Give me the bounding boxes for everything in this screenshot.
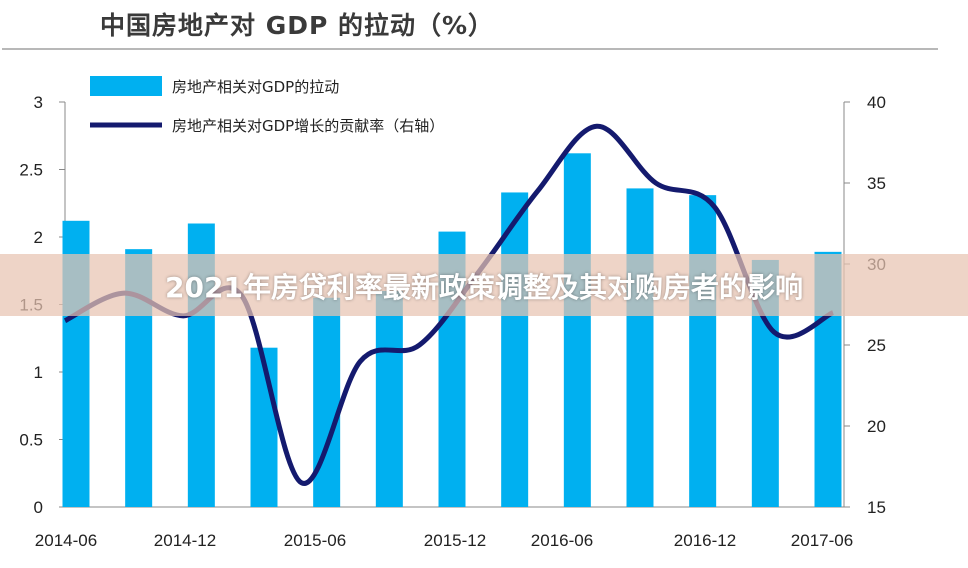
headline-text: 2021年房贷利率最新政策调整及其对购房者的影响 (165, 271, 803, 304)
left-tick-label: 2 (34, 228, 43, 247)
bar (250, 347, 278, 507)
legend-bar-swatch (90, 76, 162, 96)
bar (689, 195, 717, 507)
right-tick-label: 20 (867, 417, 886, 436)
x-tick-label: 2015-12 (424, 531, 486, 550)
headline-banner (0, 254, 968, 316)
bar (501, 192, 529, 507)
x-tick-label: 2016-12 (674, 531, 736, 550)
right-tick-label: 25 (867, 336, 886, 355)
legend-label-line: 房地产相关对GDP增长的贡献率（右轴） (172, 117, 444, 135)
right-tick-label: 35 (867, 174, 886, 193)
chart-title: 中国房地产对 GDP 的拉动（%） (100, 11, 495, 40)
x-tick-label: 2014-12 (154, 531, 216, 550)
legend: 房地产相关对GDP的拉动 房地产相关对GDP增长的贡献率（右轴） (90, 76, 444, 135)
x-tick-label: 2015-06 (284, 531, 346, 550)
bar (375, 291, 403, 507)
right-tick-label: 40 (867, 93, 886, 112)
bar (626, 188, 654, 507)
left-tick-label: 2.5 (19, 161, 43, 180)
right-tick-label: 15 (867, 498, 886, 517)
bar (563, 153, 591, 508)
x-tick-label: 2014-06 (35, 531, 97, 550)
x-tick-label: 2017-06 (791, 531, 853, 550)
left-tick-label: 1 (34, 363, 43, 382)
left-tick-label: 0 (34, 498, 43, 517)
legend-label-bar: 房地产相关对GDP的拉动 (172, 78, 339, 96)
left-tick-label: 3 (34, 93, 43, 112)
bar (313, 297, 341, 507)
x-tick-label: 2016-06 (531, 531, 593, 550)
left-tick-label: 0.5 (19, 431, 43, 450)
